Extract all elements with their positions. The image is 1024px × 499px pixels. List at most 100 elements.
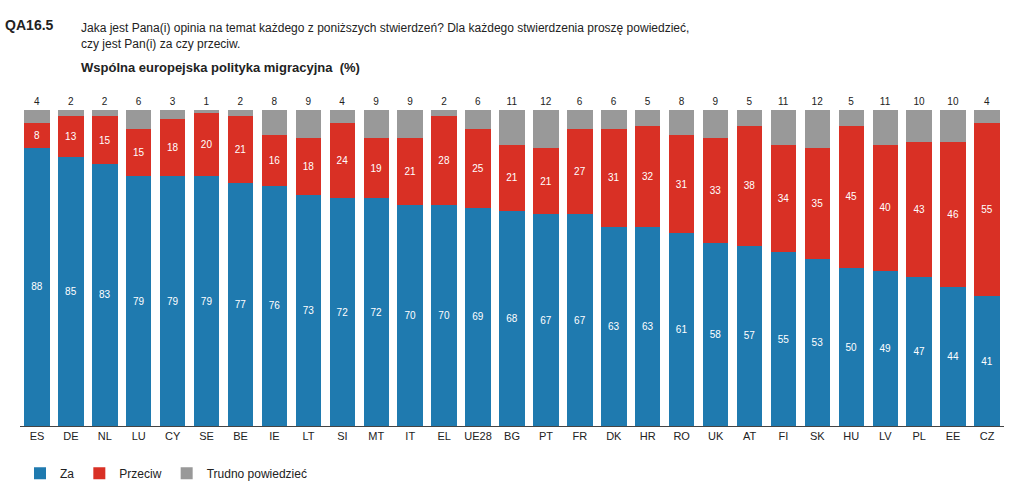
svg-text:ES: ES <box>30 430 45 442</box>
svg-text:16: 16 <box>269 155 281 166</box>
svg-text:HR: HR <box>640 430 656 442</box>
svg-text:11: 11 <box>778 96 789 107</box>
svg-text:10: 10 <box>947 96 959 107</box>
svg-text:Przeciw: Przeciw <box>119 467 161 481</box>
svg-text:31: 31 <box>608 172 620 183</box>
svg-text:LV: LV <box>879 430 892 442</box>
svg-text:20: 20 <box>201 139 213 150</box>
svg-text:15: 15 <box>133 147 145 158</box>
svg-text:11: 11 <box>880 96 891 107</box>
svg-text:1: 1 <box>204 96 210 107</box>
svg-text:12: 12 <box>540 96 552 107</box>
svg-text:21: 21 <box>540 176 552 187</box>
svg-text:CZ: CZ <box>980 430 995 442</box>
svg-text:45: 45 <box>846 191 858 202</box>
svg-text:EE: EE <box>946 430 961 442</box>
svg-text:5: 5 <box>645 96 651 107</box>
svg-text:68: 68 <box>506 313 518 324</box>
svg-text:55: 55 <box>778 334 790 345</box>
svg-text:50: 50 <box>846 342 858 353</box>
svg-text:DE: DE <box>63 430 78 442</box>
svg-text:Trudno powiedzieć: Trudno powiedzieć <box>207 467 307 481</box>
svg-text:Wspólna europejska polityka mi: Wspólna europejska polityka migracyjna (… <box>81 60 360 75</box>
svg-text:21: 21 <box>404 166 416 177</box>
svg-text:SK: SK <box>810 430 825 442</box>
svg-text:LT: LT <box>302 430 314 442</box>
svg-text:38: 38 <box>744 180 756 191</box>
svg-text:67: 67 <box>540 315 552 326</box>
svg-text:13: 13 <box>65 131 77 142</box>
svg-text:61: 61 <box>676 324 688 335</box>
svg-text:12: 12 <box>812 96 824 107</box>
svg-text:2: 2 <box>68 96 74 107</box>
svg-text:58: 58 <box>710 329 722 340</box>
svg-text:IE: IE <box>269 430 279 442</box>
svg-text:4: 4 <box>984 96 990 107</box>
svg-text:11: 11 <box>507 96 518 107</box>
svg-text:77: 77 <box>235 299 247 310</box>
svg-text:UE28: UE28 <box>464 430 492 442</box>
svg-text:21: 21 <box>235 144 247 155</box>
svg-text:DK: DK <box>606 430 622 442</box>
svg-text:10: 10 <box>913 96 925 107</box>
svg-text:27: 27 <box>574 166 586 177</box>
svg-text:32: 32 <box>642 171 654 182</box>
svg-text:72: 72 <box>337 307 349 318</box>
svg-text:LU: LU <box>132 430 146 442</box>
svg-text:9: 9 <box>373 96 379 107</box>
svg-text:67: 67 <box>574 315 586 326</box>
svg-text:IT: IT <box>405 430 415 442</box>
svg-text:18: 18 <box>303 161 315 172</box>
svg-text:RO: RO <box>673 430 690 442</box>
svg-text:PL: PL <box>912 430 925 442</box>
svg-text:6: 6 <box>611 96 617 107</box>
svg-text:BG: BG <box>504 430 520 442</box>
svg-text:85: 85 <box>65 286 77 297</box>
svg-text:21: 21 <box>506 172 518 183</box>
svg-text:46: 46 <box>947 209 959 220</box>
svg-text:34: 34 <box>778 193 790 204</box>
svg-text:18: 18 <box>167 142 179 153</box>
svg-text:35: 35 <box>812 198 824 209</box>
svg-text:EL: EL <box>437 430 450 442</box>
svg-text:9: 9 <box>407 96 413 107</box>
svg-text:83: 83 <box>99 289 111 300</box>
svg-text:SE: SE <box>199 430 214 442</box>
svg-text:76: 76 <box>269 300 281 311</box>
svg-text:47: 47 <box>913 346 925 357</box>
svg-text:QA16.5: QA16.5 <box>5 17 53 33</box>
svg-text:28: 28 <box>438 155 450 166</box>
svg-text:CY: CY <box>165 430 181 442</box>
svg-text:Za: Za <box>60 467 74 481</box>
svg-text:31: 31 <box>676 179 688 190</box>
svg-text:25: 25 <box>472 163 484 174</box>
svg-text:53: 53 <box>812 337 824 348</box>
svg-text:MT: MT <box>368 430 384 442</box>
svg-text:69: 69 <box>472 311 484 322</box>
svg-text:41: 41 <box>981 356 993 367</box>
svg-text:FR: FR <box>573 430 588 442</box>
svg-text:6: 6 <box>475 96 481 107</box>
svg-text:BE: BE <box>233 430 248 442</box>
svg-text:AT: AT <box>743 430 757 442</box>
svg-text:3: 3 <box>170 96 176 107</box>
svg-text:63: 63 <box>642 321 654 332</box>
svg-text:9: 9 <box>713 96 719 107</box>
svg-text:2: 2 <box>238 96 244 107</box>
svg-text:6: 6 <box>136 96 142 107</box>
svg-text:63: 63 <box>608 321 620 332</box>
svg-text:40: 40 <box>879 202 891 213</box>
svg-text:8: 8 <box>34 130 40 141</box>
svg-text:8: 8 <box>271 96 277 107</box>
svg-text:5: 5 <box>848 96 854 107</box>
svg-text:88: 88 <box>31 281 43 292</box>
svg-text:PT: PT <box>539 430 553 442</box>
svg-text:HU: HU <box>843 430 859 442</box>
svg-text:73: 73 <box>303 305 315 316</box>
svg-text:2: 2 <box>441 96 447 107</box>
svg-text:70: 70 <box>404 310 416 321</box>
svg-text:79: 79 <box>167 296 179 307</box>
svg-text:70: 70 <box>438 310 450 321</box>
svg-text:19: 19 <box>370 163 382 174</box>
svg-text:55: 55 <box>981 204 993 215</box>
